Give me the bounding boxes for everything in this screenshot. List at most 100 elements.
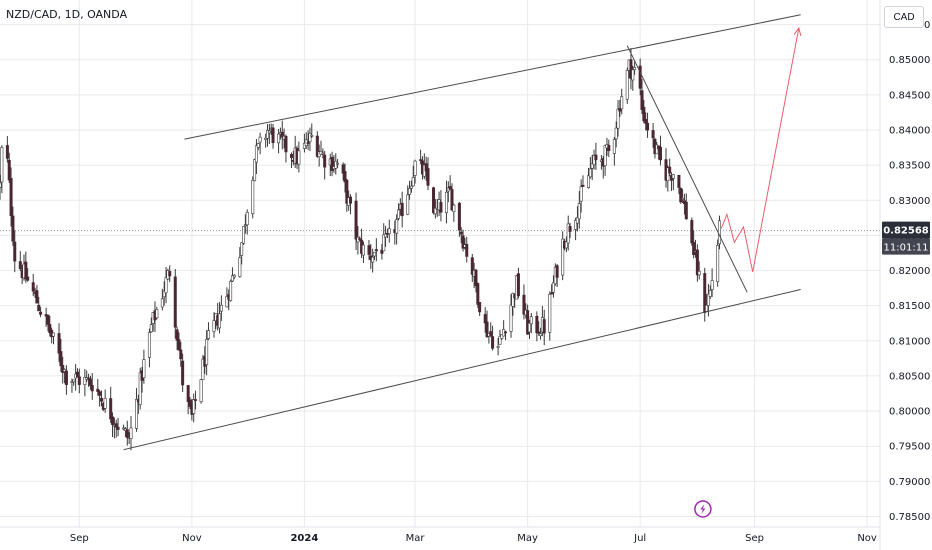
candlestick-series — [0, 48, 721, 451]
candle-body — [75, 371, 79, 378]
candle-body — [349, 196, 353, 204]
candle-body — [575, 217, 579, 224]
price-axis[interactable]: 0.855000.850000.845000.840000.835000.830… — [879, 0, 930, 550]
date-tick-label: Nov — [857, 533, 877, 544]
candle-body — [88, 378, 92, 386]
candle-body — [411, 177, 415, 187]
candle-body — [114, 423, 118, 428]
currency-button[interactable]: CAD — [884, 6, 924, 28]
candle-body — [212, 320, 216, 332]
candle-body — [697, 271, 701, 276]
candle-body — [587, 175, 591, 188]
candle-body — [409, 185, 413, 189]
candle-body — [478, 302, 482, 313]
price-tick-label: 0.84000 — [889, 125, 930, 136]
candle-body — [561, 238, 565, 276]
candle-body — [225, 296, 229, 308]
candle-body — [175, 329, 179, 341]
candle-body — [13, 241, 17, 262]
candle-body — [219, 304, 223, 312]
candle-body — [240, 242, 244, 256]
candle-body — [289, 154, 293, 158]
price-tick-label: 0.85000 — [889, 55, 930, 66]
candle-body — [306, 142, 310, 144]
candle-body — [315, 135, 319, 157]
candle-body — [7, 159, 11, 181]
candle-body — [245, 211, 249, 226]
drawings — [123, 14, 802, 451]
candle-body — [87, 377, 91, 380]
price-tick-label: 0.79500 — [889, 442, 930, 453]
candle-body — [330, 157, 334, 171]
candle-body — [164, 277, 168, 294]
candle-body — [629, 59, 633, 79]
price-tick-label: 0.84500 — [889, 90, 930, 101]
date-tick-label: Jul — [633, 533, 646, 544]
date-tick-label: 2024 — [290, 533, 318, 544]
candle-body — [111, 416, 115, 425]
candle-body — [555, 265, 559, 278]
channel-lower-line — [123, 289, 801, 451]
candle-body — [188, 399, 192, 407]
event-marker[interactable] — [694, 500, 712, 518]
candle-body — [218, 313, 222, 329]
candle-body — [413, 160, 417, 176]
candle-body — [238, 257, 242, 277]
candle-body — [681, 198, 685, 200]
candle-body — [254, 145, 258, 163]
candle-body — [677, 174, 681, 188]
candle-body — [358, 238, 362, 240]
candle-body — [61, 365, 65, 373]
candle-body — [135, 398, 139, 429]
candle-body — [253, 159, 257, 182]
candle-body — [35, 290, 39, 304]
candle-body — [83, 377, 87, 385]
candle-body — [550, 292, 554, 295]
candle-body — [162, 290, 166, 298]
candle-body — [529, 316, 533, 325]
candle-body — [264, 137, 268, 140]
candle-body — [526, 310, 530, 335]
candle-body — [232, 274, 236, 278]
candle-body — [444, 191, 448, 214]
countdown-box — [882, 238, 930, 255]
candle-body — [251, 180, 255, 214]
candle-body — [387, 228, 391, 234]
candle-body — [199, 379, 203, 402]
candle-body — [522, 294, 526, 315]
candle-body — [603, 145, 607, 166]
candle-body — [461, 235, 465, 249]
candle-body — [537, 331, 541, 334]
candle-body — [614, 127, 618, 140]
candle-body — [511, 293, 515, 307]
candle-body — [149, 324, 153, 333]
candle-body — [426, 168, 430, 186]
candle-body — [607, 145, 611, 152]
candle-body — [31, 282, 35, 292]
time-axis[interactable]: Sep Nov 2024 Mar May Jul Sep Nov — [0, 526, 880, 544]
candle-body — [147, 332, 151, 358]
candle-body — [516, 273, 520, 297]
candle-body — [496, 346, 500, 348]
price-tick-label: 0.81000 — [889, 336, 930, 347]
candle-body — [9, 178, 13, 217]
candle-body — [24, 261, 28, 280]
candle-body — [205, 339, 209, 366]
candle-body — [706, 293, 710, 306]
date-tick-label: Sep — [70, 533, 89, 544]
candle-body — [26, 276, 30, 281]
candle-body — [343, 171, 347, 183]
candle-body — [138, 372, 142, 405]
candle-body — [194, 399, 198, 401]
candle-body — [527, 322, 531, 333]
candle-body — [256, 143, 260, 148]
candle-body — [396, 209, 400, 219]
candle-body — [566, 223, 570, 244]
date-tick-label: Sep — [745, 533, 764, 544]
candle-body — [129, 427, 133, 439]
candle-body — [0, 146, 4, 183]
candle-body — [708, 290, 712, 297]
candle-body — [374, 249, 378, 252]
candle-body — [382, 234, 386, 252]
